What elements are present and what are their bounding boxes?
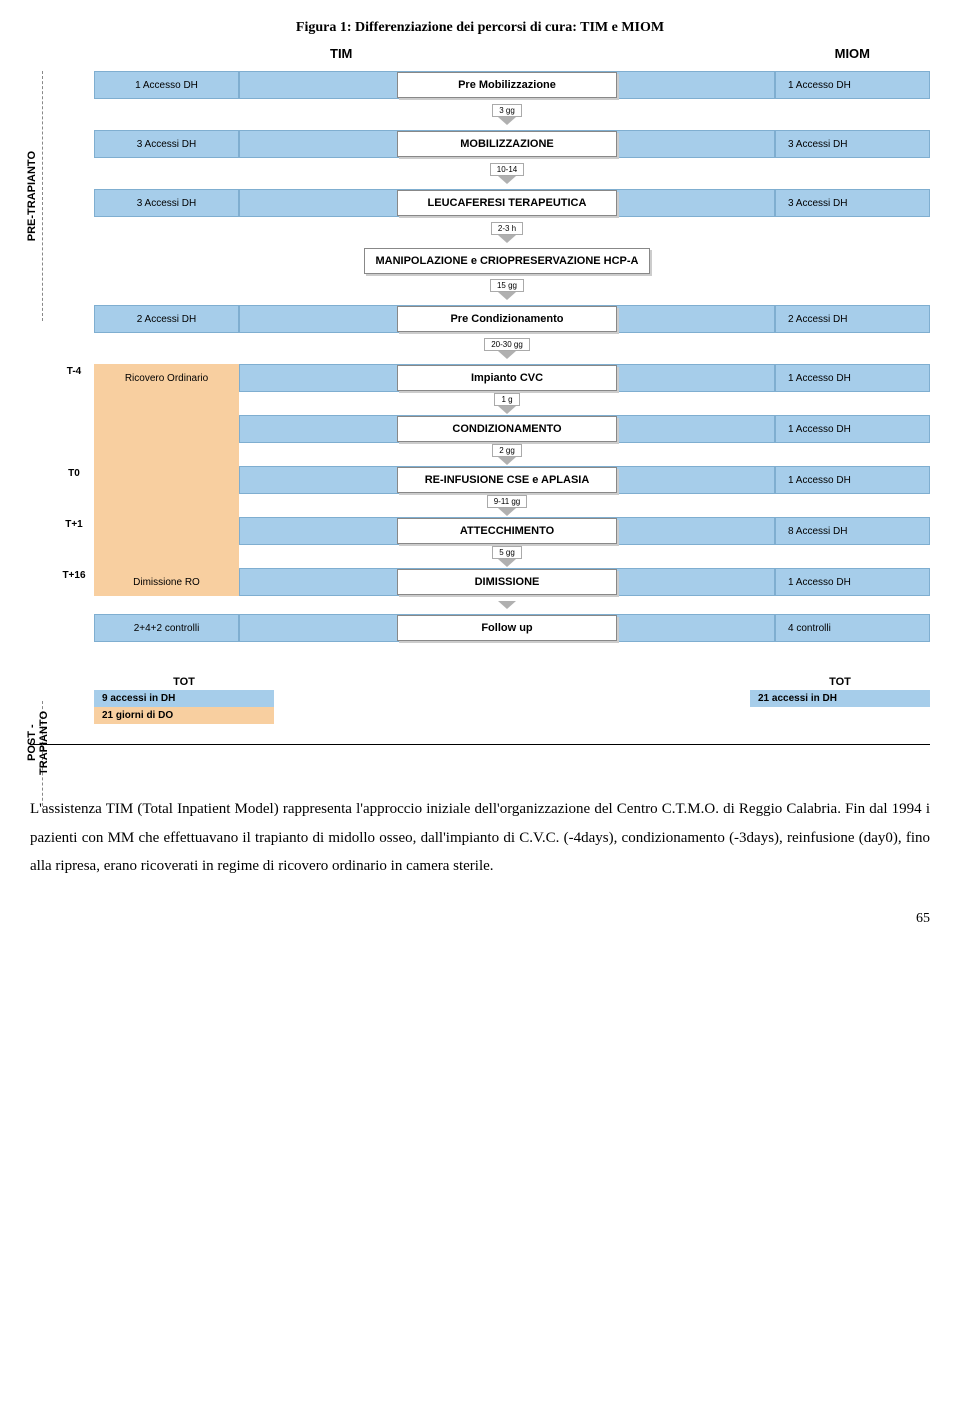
tim-cell: 2+4+2 controlli (94, 614, 239, 642)
row-mobilizzazione: 3 Accessi DH MOBILIZZAZIONE 3 Accessi DH (54, 130, 930, 158)
process-box: CONDIZIONAMENTO (397, 416, 617, 442)
tot-tim-do: 21 giorni di DO (94, 707, 274, 724)
process-box: Pre Mobilizzazione (397, 72, 617, 98)
row-pre-condizionamento: 2 Accessi DH Pre Condizionamento 2 Acces… (54, 305, 930, 333)
tick-t0: T0 (54, 466, 94, 479)
gap-label: 1 g (494, 393, 519, 406)
connector: 9-11 gg (487, 494, 528, 517)
miom-cell: 2 Accessi DH (775, 305, 930, 333)
process-box: DIMISSIONE (397, 569, 617, 595)
timeline-column: PRE-TRAPIANTO POST - TRAPIANTO (30, 71, 54, 646)
tick-t16: T+16 (54, 568, 94, 581)
process-box: MANIPOLAZIONE e CRIOPRESERVAZIONE HCP-A (364, 248, 649, 274)
page-number: 65 (30, 911, 930, 927)
gap-label: 15 gg (490, 279, 524, 292)
pre-trapianto-label: PRE-TRAPIANTO (26, 151, 38, 241)
totals-section: TOT 9 accessi in DH 21 giorni di DO TOT … (30, 676, 930, 724)
down-arrow-icon (498, 292, 516, 300)
header-miom: MIOM (835, 46, 870, 61)
miom-cell: 1 Accesso DH (775, 71, 930, 99)
gap-label: 9-11 gg (487, 495, 528, 508)
tot-label: TOT (750, 676, 930, 688)
process-box: RE-INFUSIONE CSE e APLASIA (397, 467, 617, 493)
connector: 3 gg (492, 103, 522, 126)
tot-label: TOT (94, 676, 274, 688)
connector: 10-14 (490, 162, 524, 185)
miom-cell: 3 Accessi DH (775, 130, 930, 158)
process-box: Impianto CVC (397, 365, 617, 391)
header-tim: TIM (330, 46, 352, 61)
tot-tim-dh: 9 accessi in DH (94, 690, 274, 707)
body-paragraph: L'assistenza TIM (Total Inpatient Model)… (30, 795, 930, 881)
tim-cell: 3 Accessi DH (94, 189, 239, 217)
totals-tim: TOT 9 accessi in DH 21 giorni di DO (94, 676, 274, 724)
down-arrow-icon (498, 406, 516, 414)
tim-cell: Ricovero Ordinario (94, 364, 239, 392)
totals-miom: TOT 21 accessi in DH (750, 676, 930, 724)
connector: 20-30 gg (484, 337, 530, 360)
row-dimissione: T+16 Dimissione RO DIMISSIONE 1 Accesso … (54, 568, 930, 596)
separator (30, 744, 930, 745)
tim-cell: Dimissione RO (94, 568, 239, 596)
gap-label: 20-30 gg (484, 338, 530, 351)
gap-label: 5 gg (492, 546, 522, 559)
row-attecchimento: T+1 ATTECCHIMENTO 8 Accessi DH (54, 517, 930, 545)
down-arrow-icon (498, 117, 516, 125)
row-manipolazione: MANIPOLAZIONE e CRIOPRESERVAZIONE HCP-A (54, 248, 930, 274)
gap-label: 10-14 (490, 163, 524, 176)
process-box: Follow up (397, 615, 617, 641)
connector: 2 gg (492, 443, 522, 466)
down-arrow-icon (498, 176, 516, 184)
miom-cell: 3 Accessi DH (775, 189, 930, 217)
down-arrow-icon (498, 601, 516, 609)
down-arrow-icon (498, 508, 516, 516)
row-leucaferesi: 3 Accessi DH LEUCAFERESI TERAPEUTICA 3 A… (54, 189, 930, 217)
tim-cell: 1 Accesso DH (94, 71, 239, 99)
miom-cell: 1 Accesso DH (775, 364, 930, 392)
connector (498, 600, 516, 610)
gap-label: 2-3 h (491, 222, 523, 235)
connector: 5 gg (492, 545, 522, 568)
tot-miom-dh: 21 accessi in DH (750, 690, 930, 707)
connector: 15 gg (490, 278, 524, 301)
row-condizionamento: CONDIZIONAMENTO 1 Accesso DH (54, 415, 930, 443)
tim-cell: 2 Accessi DH (94, 305, 239, 333)
process-box: Pre Condizionamento (397, 306, 617, 332)
gap-label: 3 gg (492, 104, 522, 117)
miom-cell: 8 Accessi DH (775, 517, 930, 545)
miom-cell: 4 controlli (775, 614, 930, 642)
miom-cell: 1 Accesso DH (775, 568, 930, 596)
connector: 2-3 h (491, 221, 523, 244)
connector: 1 g (494, 392, 519, 415)
down-arrow-icon (498, 351, 516, 359)
down-arrow-icon (498, 235, 516, 243)
column-headers: TIM MIOM (30, 46, 930, 71)
process-box: LEUCAFERESI TERAPEUTICA (397, 190, 617, 216)
post-trapianto-label: POST - TRAPIANTO (26, 711, 50, 775)
miom-cell: 1 Accesso DH (775, 466, 930, 494)
process-box: MOBILIZZAZIONE (397, 131, 617, 157)
tim-cell: 3 Accessi DH (94, 130, 239, 158)
down-arrow-icon (498, 457, 516, 465)
row-followup: 2+4+2 controlli Follow up 4 controlli (54, 614, 930, 642)
down-arrow-icon (498, 559, 516, 567)
diagram: PRE-TRAPIANTO POST - TRAPIANTO 1 Accesso… (30, 71, 930, 646)
row-impianto-cvc: T-4 Ricovero Ordinario Impianto CVC 1 Ac… (54, 364, 930, 392)
figure-title: Figura 1: Differenziazione dei percorsi … (30, 20, 930, 36)
row-pre-mobilizzazione: 1 Accesso DH Pre Mobilizzazione 1 Access… (54, 71, 930, 99)
gap-label: 2 gg (492, 444, 522, 457)
row-reinfusione: T0 RE-INFUSIONE CSE e APLASIA 1 Accesso … (54, 466, 930, 494)
process-box: ATTECCHIMENTO (397, 518, 617, 544)
miom-cell: 1 Accesso DH (775, 415, 930, 443)
tick-t4: T-4 (54, 364, 94, 377)
tick-t1: T+1 (54, 517, 94, 530)
